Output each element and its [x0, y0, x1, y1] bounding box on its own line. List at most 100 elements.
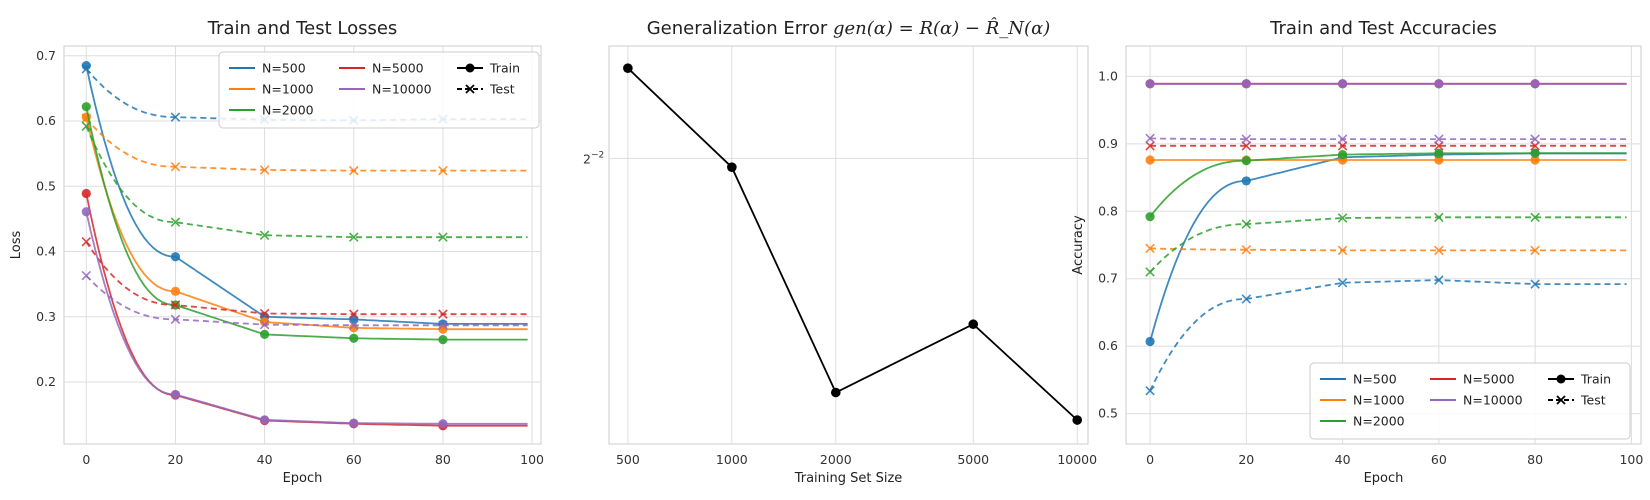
x-tick-label: 5000: [957, 452, 989, 467]
data-point-train: [260, 415, 270, 425]
x-tick-label: 1000: [716, 452, 748, 467]
legend-label: N=2000: [262, 103, 314, 118]
x-tick-label: 40: [257, 452, 273, 467]
y-tick-label: 2−2: [583, 150, 604, 166]
data-point-test: [259, 230, 270, 240]
x-tick-label: 100: [520, 452, 544, 467]
legend-marker: [465, 63, 475, 73]
data-point-test: [1145, 243, 1155, 254]
series-line-n-1000-train: [85, 116, 528, 331]
x-tick-label: 60: [346, 452, 362, 467]
data-point: [831, 387, 841, 398]
data-point-test: [1434, 245, 1444, 256]
data-point-test: [1530, 141, 1540, 151]
data-point-test: [170, 314, 181, 325]
data-point-test: [1434, 141, 1444, 151]
x-tick-label: 80: [435, 452, 451, 467]
generalization-ticks: 500 1000 2000 5000 10000 2−2: [583, 150, 1097, 467]
data-point: [727, 162, 737, 172]
data-point-test: [259, 319, 270, 330]
data-point-test: [1434, 275, 1444, 285]
data-point-test: [349, 232, 359, 242]
data-point-train: [1145, 79, 1155, 89]
data-point-train: [1434, 155, 1444, 165]
accuracies-x-axis-label: Epoch: [1364, 471, 1404, 486]
accuracies-lines: [1145, 79, 1627, 396]
data-point-test: [81, 64, 92, 74]
legend-label: N=500: [262, 61, 306, 76]
data-point-train: [1530, 155, 1540, 165]
data-point-test: [81, 270, 92, 281]
legend-label: Test: [1580, 393, 1606, 408]
x-tick-label: 20: [1238, 452, 1254, 467]
generalization-title-text: Generalization Error: [647, 18, 828, 39]
series-line-n-1000-test: [85, 117, 528, 172]
y-tick-base: 2: [583, 151, 591, 166]
data-point-test: [349, 165, 359, 176]
legend-box: [218, 51, 540, 129]
accuracies-panel: 0 20 40 60 80 100 0.5 0.6 0.7 0.8 0.9 1.0 Train and…: [1071, 18, 1643, 486]
data-point-test: [438, 232, 448, 242]
accuracies-y-axis-label: Accuracy: [1071, 215, 1086, 275]
series-line-n-10000-test: [1150, 137, 1627, 140]
data-point-test: [1434, 134, 1444, 144]
x-tick-label: 100: [1619, 452, 1643, 467]
legend-label: N=1000: [262, 82, 314, 97]
legend-label: N=2000: [1353, 414, 1405, 429]
legend-label: N=5000: [372, 61, 424, 76]
data-point-train: [1145, 212, 1155, 222]
data-point-test: [1434, 212, 1444, 223]
x-tick-label: 0: [82, 452, 90, 467]
data-point-train: [1241, 79, 1251, 89]
x-tick-label: 80: [1527, 452, 1543, 467]
y-tick-exponent: −2: [591, 150, 604, 160]
data-point-test: [1145, 385, 1155, 396]
legend-label: N=500: [1353, 372, 1397, 387]
series-line-n-10000-train: [85, 211, 528, 425]
x-tick-label: 2000: [820, 452, 852, 467]
x-tick-label: 60: [1431, 452, 1447, 467]
x-tick-label: 500: [616, 452, 640, 467]
data-point-test: [259, 308, 270, 319]
data-point-test: [81, 236, 92, 247]
data-point-test: [170, 300, 181, 310]
y-tick-label: 1.0: [1098, 68, 1118, 83]
data-point-train: [81, 188, 91, 199]
data-point-test: [1530, 279, 1540, 289]
data-point-test: [170, 217, 181, 227]
data-point-train: [1241, 176, 1251, 186]
data-point-train: [1434, 79, 1444, 89]
generalization-title: Generalization Error gen(α) = R(α) − R̂_…: [647, 17, 1051, 39]
data-point-train: [81, 207, 91, 217]
losses-x-axis-label: Epoch: [283, 471, 323, 486]
y-tick-label: 0.3: [36, 309, 56, 324]
data-point-train: [1241, 156, 1251, 166]
data-point-test: [1145, 267, 1155, 277]
y-tick-label: 0.6: [1098, 338, 1118, 353]
legend-marker: [465, 84, 475, 94]
accuracies-legend: N=500 N=1000 N=2000 N=5000 N=10000 Train Test: [1309, 362, 1631, 440]
y-tick-label: 0.7: [36, 48, 56, 63]
legend-label: Test: [489, 82, 515, 97]
data-point-test: [1337, 141, 1348, 151]
series-line-n-10000-test: [85, 275, 528, 327]
data-point-train: [170, 286, 181, 296]
data-point-train: [349, 333, 359, 343]
data-point-test: [1241, 244, 1252, 255]
generalization-title-formula: gen(α) = R(α) − R̂_N(α): [833, 17, 1050, 39]
losses-y-axis-label: Loss: [9, 231, 24, 260]
data-point-train: [1530, 79, 1540, 89]
y-tick-label: 0.5: [1098, 406, 1118, 421]
y-tick-label: 0.4: [36, 244, 56, 259]
losses-title: Train and Test Losses: [207, 18, 398, 39]
generalization-plot-area: [608, 45, 1089, 445]
x-tick-label: 40: [1335, 452, 1351, 467]
data-point-train: [1530, 148, 1540, 158]
data-point-test: [1337, 134, 1348, 144]
data-point-train: [438, 335, 448, 345]
accuracies-ticks: 0 20 40 60 80 100 0.5 0.6 0.7 0.8 0.9 1.0: [1098, 68, 1643, 467]
data-point-train: [1145, 336, 1155, 347]
data-point-train: [438, 419, 448, 429]
x-tick-label: 0: [1146, 452, 1154, 467]
